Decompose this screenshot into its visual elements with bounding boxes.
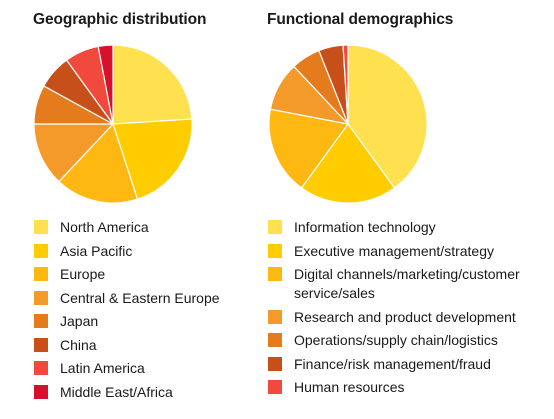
legend-label: Central & Eastern Europe bbox=[60, 289, 220, 306]
legend-label: Digital channels/marketing/customer serv… bbox=[294, 266, 520, 301]
geographic-pie-chart bbox=[33, 44, 193, 204]
legend-swatch bbox=[34, 290, 48, 305]
legend-item-human-resources: Human resources bbox=[268, 378, 550, 397]
legend-item-operations-supply-chain-logistics: Operations/supply chain/logistics bbox=[268, 331, 550, 350]
legend-item-digital-channels-marketing-customer-service-sales: Digital channels/marketing/customer serv… bbox=[268, 265, 550, 303]
legend-label: Research and product development bbox=[294, 308, 516, 325]
legend-swatch bbox=[34, 337, 48, 352]
legend-label: Information technology bbox=[294, 219, 436, 235]
pie-slice-digital-channels-marketing-customer-service-sales bbox=[268, 108, 349, 189]
legend-item-middle-east-africa: Middle East/Africa bbox=[34, 383, 220, 402]
legend-swatch bbox=[268, 356, 282, 371]
pie-slice-executive-management-strategy bbox=[300, 123, 396, 204]
legend-swatch bbox=[268, 380, 282, 394]
legend-label: Latin America bbox=[60, 360, 145, 376]
legend-item-executive-management-strategy: Executive management/strategy bbox=[268, 242, 550, 261]
pie-slice-human-resources bbox=[342, 44, 349, 125]
legend-item-north-america: North America bbox=[34, 218, 220, 237]
legend-swatch bbox=[268, 267, 282, 281]
legend-item-japan: Japan bbox=[34, 312, 220, 331]
legend-label: Asia Pacific bbox=[60, 242, 133, 259]
legend: Information technology Executive manageme… bbox=[268, 218, 550, 402]
legend-label: Middle East/Africa bbox=[60, 383, 173, 400]
legend-item-europe: Europe bbox=[34, 265, 220, 284]
pie-slice-europe bbox=[58, 123, 139, 204]
pie-slice-asia-pacific bbox=[112, 118, 193, 200]
pie-slice-central-eastern-europe bbox=[33, 123, 114, 183]
legend-item-research-and-product-development: Research and product development bbox=[268, 308, 550, 327]
legend-swatch bbox=[34, 243, 48, 258]
chart-title: Functional demographics bbox=[267, 11, 454, 28]
legend-swatch bbox=[268, 333, 282, 347]
pie-slice-north-america bbox=[112, 44, 193, 125]
legend-swatch bbox=[268, 309, 282, 324]
chart-title: Geographic distribution bbox=[33, 11, 207, 28]
legend-swatch bbox=[268, 243, 282, 258]
legend-item-information-technology: Information technology bbox=[268, 218, 550, 237]
legend-swatch bbox=[34, 267, 48, 281]
legend-swatch bbox=[34, 314, 48, 328]
legend-label: Executive management/strategy bbox=[294, 242, 494, 259]
pie-slice-middle-east-africa bbox=[97, 44, 114, 125]
legend-swatch bbox=[34, 220, 48, 234]
pie-slice-information-technology bbox=[347, 44, 428, 189]
legend-item-asia-pacific: Asia Pacific bbox=[34, 242, 220, 261]
legend-item-latin-america: Latin America bbox=[34, 359, 220, 378]
legend-label: Human resources bbox=[294, 379, 405, 395]
legend-label: Operations/supply chain/logistics bbox=[294, 332, 498, 348]
legend-label: North America bbox=[60, 219, 149, 235]
legend-swatch bbox=[34, 361, 48, 375]
legend-label: China bbox=[60, 336, 97, 353]
legend-label: Europe bbox=[60, 266, 106, 282]
legend-label: Japan bbox=[60, 313, 99, 329]
legend-item-china: China bbox=[34, 336, 220, 355]
legend-item-finance-risk-management-fraud: Finance/risk management/fraud bbox=[268, 355, 550, 374]
functional-pie-chart bbox=[268, 44, 428, 204]
legend-swatch bbox=[34, 384, 48, 399]
legend-label: Finance/risk management/fraud bbox=[294, 355, 491, 372]
legend-item-central-eastern-europe: Central & Eastern Europe bbox=[34, 289, 220, 308]
legend-swatch bbox=[268, 220, 282, 234]
legend: North America Asia Pacific Europe Central &… bbox=[34, 218, 220, 406]
